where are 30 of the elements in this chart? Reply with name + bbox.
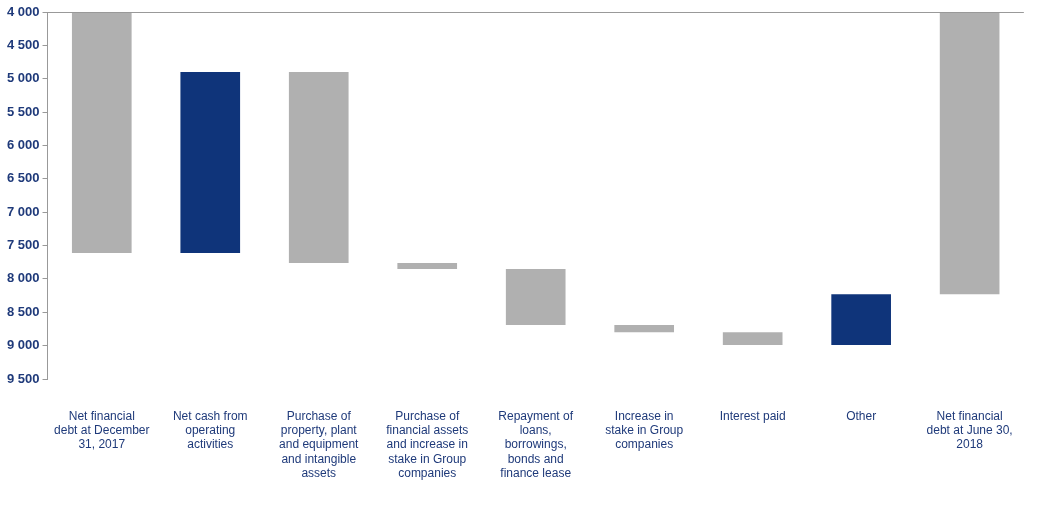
x-tick-label: Net cash from operating activities: [172, 408, 248, 452]
y-tick-label: 8 000: [6, 270, 40, 286]
bar: [939, 12, 1000, 295]
x-tick-label: Net financial debt at June 30, 2018: [926, 408, 1013, 452]
bar: [71, 12, 132, 253]
y-tick-label: 5 000: [6, 70, 40, 86]
y-tick-label: 4 000: [6, 3, 40, 19]
x-tick-label: Interest paid: [719, 408, 786, 423]
x-tick-label: Other: [846, 408, 877, 423]
y-tick-label: 7 000: [6, 203, 40, 219]
y-tick-label: 5 500: [6, 103, 40, 119]
y-tick-label: 6 500: [6, 170, 40, 186]
x-tick-label: Purchase of financial assets and increase in stake in Group companies: [386, 408, 469, 481]
y-tick-label: 8 500: [6, 303, 40, 319]
y-tick-label: 9 000: [6, 337, 40, 353]
x-tick-label: Increase in stake in Group companies: [605, 408, 684, 452]
x-tick-label: Purchase of property, plant and equipment and intangible assets: [279, 408, 360, 481]
y-tick-label: 7 500: [6, 237, 40, 253]
x-tick-label: Net financial debt at December 31, 2017: [54, 408, 150, 452]
bar: [831, 294, 891, 345]
y-tick-label: 4 500: [6, 36, 40, 52]
y-tick-label: 6 000: [6, 137, 40, 153]
bar: [180, 72, 241, 253]
bar: [397, 262, 458, 269]
bar: [288, 72, 349, 263]
bar: [614, 324, 675, 333]
bar: [722, 332, 783, 345]
x-tick-label: Repayment of loans, borrowings, bonds and finance lease: [498, 408, 574, 481]
bar: [505, 268, 566, 325]
y-tick-label: 9 500: [6, 370, 40, 386]
